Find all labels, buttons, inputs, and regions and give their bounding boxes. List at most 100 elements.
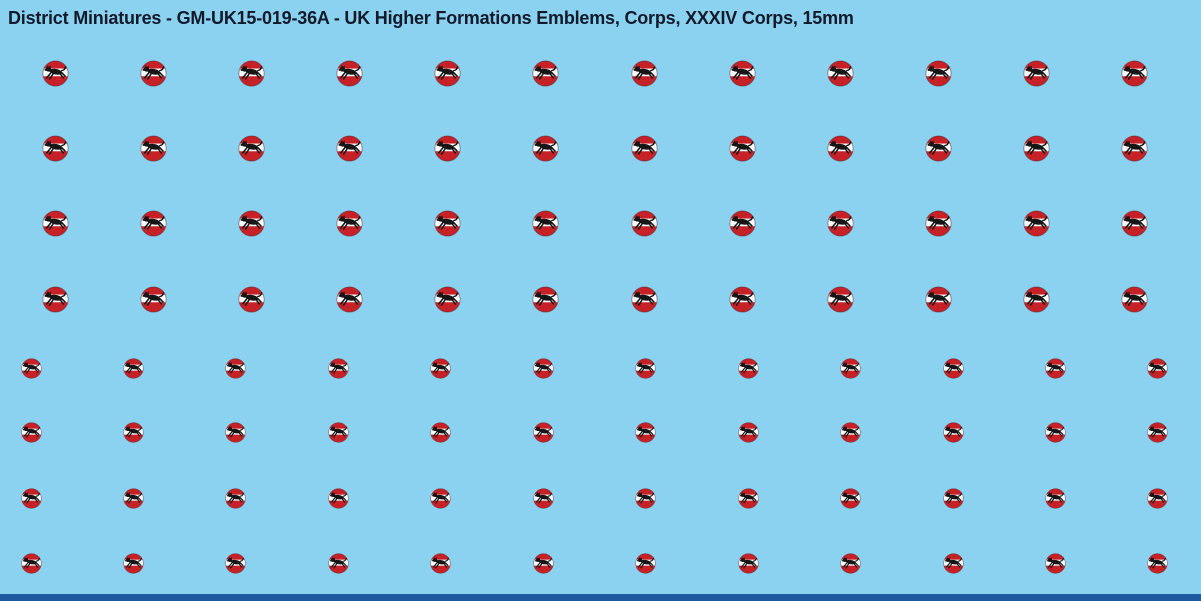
leaping-panther-roundel-icon: [635, 422, 656, 443]
leaping-panther-roundel-icon: [738, 553, 759, 574]
leaping-panther-roundel-icon: [430, 553, 451, 574]
leaping-panther-roundel-icon: [430, 488, 451, 509]
leaping-panther-roundel-icon: [21, 488, 42, 509]
leaping-panther-roundel-icon: [1121, 60, 1148, 87]
leaping-panther-roundel-icon: [533, 488, 554, 509]
leaping-panther-roundel-icon: [434, 286, 461, 313]
leaping-panther-roundel-icon: [238, 210, 265, 237]
leaping-panther-roundel-icon: [943, 488, 964, 509]
leaping-panther-roundel-icon: [840, 422, 861, 443]
leaping-panther-roundel-icon: [738, 358, 759, 379]
leaping-panther-roundel-icon: [225, 422, 246, 443]
leaping-panther-roundel-icon: [434, 135, 461, 162]
emblem-row: [42, 135, 1149, 162]
emblem-row: [21, 553, 1169, 574]
leaping-panther-roundel-icon: [123, 422, 144, 443]
leaping-panther-roundel-icon: [635, 488, 656, 509]
leaping-panther-roundel-icon: [925, 60, 952, 87]
leaping-panther-roundel-icon: [943, 422, 964, 443]
leaping-panther-roundel-icon: [123, 553, 144, 574]
leaping-panther-roundel-icon: [225, 553, 246, 574]
leaping-panther-roundel-icon: [1121, 135, 1148, 162]
leaping-panther-roundel-icon: [21, 553, 42, 574]
leaping-panther-roundel-icon: [336, 210, 363, 237]
leaping-panther-roundel-icon: [827, 286, 854, 313]
leaping-panther-roundel-icon: [840, 553, 861, 574]
leaping-panther-roundel-icon: [1023, 286, 1050, 313]
leaping-panther-roundel-icon: [631, 135, 658, 162]
leaping-panther-roundel-icon: [328, 553, 349, 574]
leaping-panther-roundel-icon: [336, 286, 363, 313]
leaping-panther-roundel-icon: [1121, 286, 1148, 313]
leaping-panther-roundel-icon: [631, 60, 658, 87]
leaping-panther-roundel-icon: [827, 135, 854, 162]
leaping-panther-roundel-icon: [225, 358, 246, 379]
leaping-panther-roundel-icon: [729, 210, 756, 237]
leaping-panther-roundel-icon: [140, 60, 167, 87]
leaping-panther-roundel-icon: [328, 358, 349, 379]
leaping-panther-roundel-icon: [533, 358, 554, 379]
leaping-panther-roundel-icon: [943, 358, 964, 379]
leaping-panther-roundel-icon: [925, 210, 952, 237]
leaping-panther-roundel-icon: [238, 60, 265, 87]
leaping-panther-roundel-icon: [434, 210, 461, 237]
leaping-panther-roundel-icon: [140, 135, 167, 162]
emblem-row: [42, 60, 1149, 87]
leaping-panther-roundel-icon: [1045, 358, 1066, 379]
leaping-panther-roundel-icon: [430, 358, 451, 379]
leaping-panther-roundel-icon: [123, 358, 144, 379]
leaping-panther-roundel-icon: [532, 60, 559, 87]
leaping-panther-roundel-icon: [42, 60, 69, 87]
leaping-panther-roundel-icon: [238, 286, 265, 313]
leaping-panther-roundel-icon: [532, 286, 559, 313]
bottom-bar: [0, 594, 1201, 601]
leaping-panther-roundel-icon: [140, 286, 167, 313]
leaping-panther-roundel-icon: [21, 358, 42, 379]
leaping-panther-roundel-icon: [729, 135, 756, 162]
leaping-panther-roundel-icon: [943, 553, 964, 574]
leaping-panther-roundel-icon: [631, 286, 658, 313]
leaping-panther-roundel-icon: [1023, 210, 1050, 237]
leaping-panther-roundel-icon: [840, 358, 861, 379]
leaping-panther-roundel-icon: [635, 553, 656, 574]
leaping-panther-roundel-icon: [1023, 60, 1050, 87]
leaping-panther-roundel-icon: [631, 210, 658, 237]
leaping-panther-roundel-icon: [738, 488, 759, 509]
emblem-row: [21, 488, 1169, 509]
leaping-panther-roundel-icon: [328, 488, 349, 509]
emblem-row: [42, 210, 1149, 237]
leaping-panther-roundel-icon: [42, 286, 69, 313]
leaping-panther-roundel-icon: [1147, 358, 1168, 379]
leaping-panther-roundel-icon: [1045, 553, 1066, 574]
leaping-panther-roundel-icon: [532, 210, 559, 237]
leaping-panther-roundel-icon: [729, 286, 756, 313]
leaping-panther-roundel-icon: [434, 60, 461, 87]
leaping-panther-roundel-icon: [635, 358, 656, 379]
leaping-panther-roundel-icon: [532, 135, 559, 162]
leaping-panther-roundel-icon: [533, 553, 554, 574]
leaping-panther-roundel-icon: [42, 210, 69, 237]
leaping-panther-roundel-icon: [42, 135, 69, 162]
leaping-panther-roundel-icon: [533, 422, 554, 443]
leaping-panther-roundel-icon: [925, 135, 952, 162]
leaping-panther-roundel-icon: [1147, 422, 1168, 443]
leaping-panther-roundel-icon: [336, 60, 363, 87]
leaping-panther-roundel-icon: [21, 422, 42, 443]
leaping-panther-roundel-icon: [430, 422, 451, 443]
leaping-panther-roundel-icon: [1147, 553, 1168, 574]
emblem-row: [42, 286, 1149, 313]
leaping-panther-roundel-icon: [925, 286, 952, 313]
emblem-row: [21, 422, 1169, 443]
leaping-panther-roundel-icon: [729, 60, 756, 87]
leaping-panther-roundel-icon: [238, 135, 265, 162]
leaping-panther-roundel-icon: [1023, 135, 1050, 162]
leaping-panther-roundel-icon: [1121, 210, 1148, 237]
leaping-panther-roundel-icon: [1045, 488, 1066, 509]
leaping-panther-roundel-icon: [225, 488, 246, 509]
leaping-panther-roundel-icon: [123, 488, 144, 509]
leaping-panther-roundel-icon: [328, 422, 349, 443]
leaping-panther-roundel-icon: [1147, 488, 1168, 509]
leaping-panther-roundel-icon: [1045, 422, 1066, 443]
leaping-panther-roundel-icon: [336, 135, 363, 162]
emblem-row: [21, 358, 1169, 379]
